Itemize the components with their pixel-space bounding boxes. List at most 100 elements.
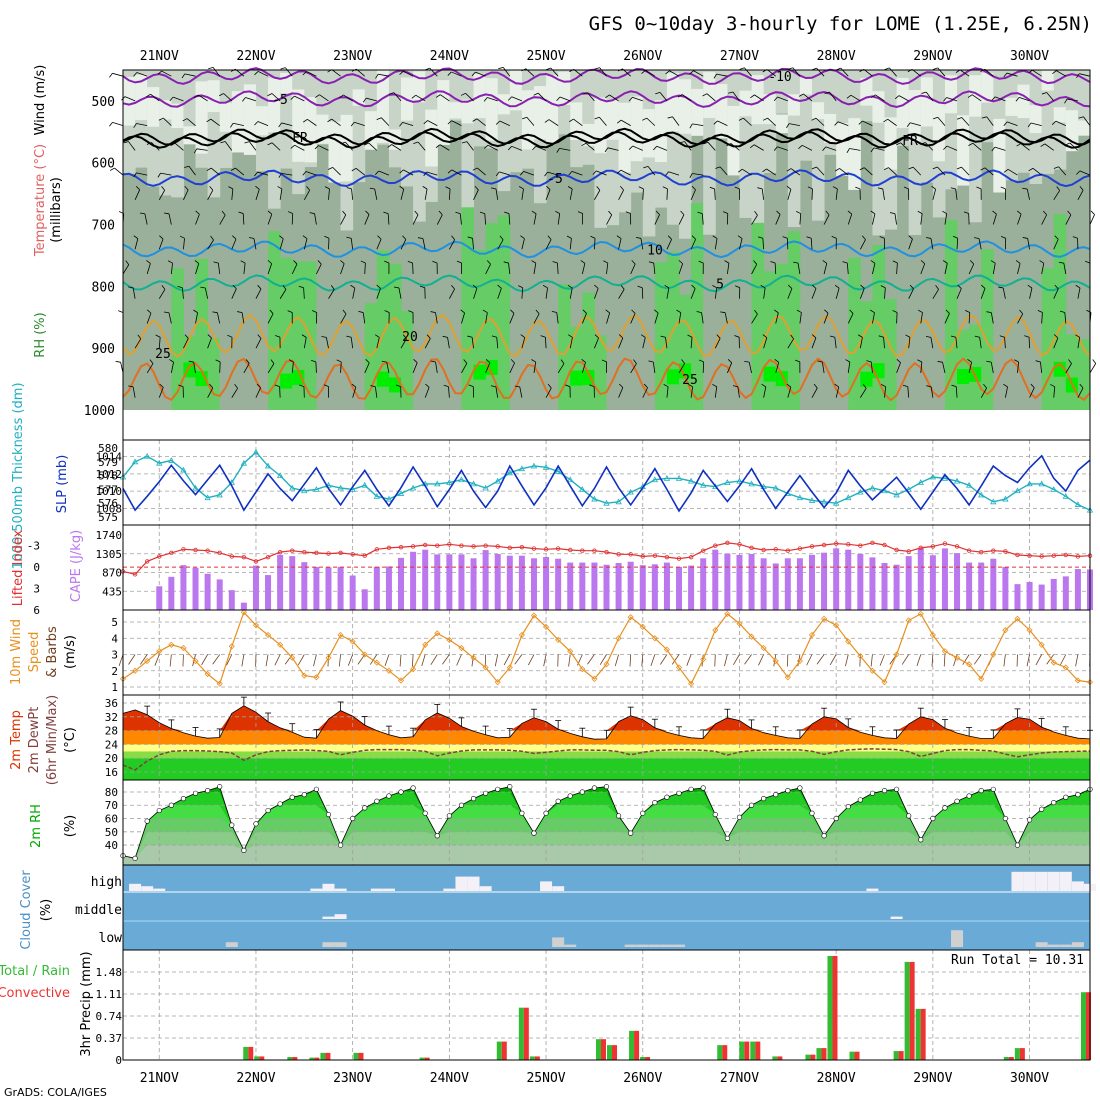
wind-barb-flag [788, 284, 793, 289]
li-point [314, 550, 319, 556]
thickness-point [820, 498, 828, 505]
cloud-high-bar [310, 888, 323, 891]
wind-barb [132, 386, 136, 398]
wind-barb-flag [388, 92, 394, 95]
wind-barb-flag [776, 210, 781, 215]
thickness-point [869, 484, 876, 491]
rh-cell [328, 121, 342, 183]
thickness-point [845, 494, 852, 501]
wind-barb-flag [696, 311, 702, 313]
wind-barb-flag [847, 210, 852, 215]
wind-barb [835, 188, 838, 200]
wind-barb [792, 67, 801, 77]
wind-barb-flag [471, 71, 476, 77]
wind-barb [642, 188, 644, 200]
cape-bar [929, 555, 936, 610]
rh-cell [425, 321, 438, 410]
wind10m-point [736, 620, 743, 627]
precip-conv-bar [314, 1057, 320, 1060]
pressure-tick-label: 1000 [84, 404, 115, 419]
wind-barb-flag [981, 116, 987, 119]
li-point [664, 554, 670, 560]
wind-barb-flag [909, 284, 914, 290]
rh-cell [1041, 70, 1055, 91]
wind-barb-flag [413, 141, 419, 144]
wind-barb-flag [270, 359, 275, 364]
wind10m-point [252, 622, 260, 629]
contour-minus5 [122, 90, 1091, 109]
wind-barb-flag [139, 212, 145, 215]
rh-cell [292, 369, 305, 385]
wind-barb-flag [861, 235, 866, 240]
wind-barb-flag [643, 383, 648, 389]
wind-barb [606, 214, 613, 225]
wind-barb [212, 67, 221, 77]
cloud-low-bar [951, 930, 964, 947]
wind-barb-flag [857, 334, 863, 338]
rh-cell [944, 219, 958, 410]
wind-barb-flag [697, 211, 703, 214]
thickness-point [397, 490, 405, 496]
bottom-date-label: 29NOV [913, 1071, 952, 1086]
rh-cell [352, 250, 366, 410]
wind-barb [920, 213, 923, 225]
wind-barb-flag [468, 384, 474, 388]
wind-barb [364, 262, 366, 275]
rh2m-band [123, 845, 1090, 865]
wind-barb [956, 238, 959, 250]
wind-barb [652, 361, 656, 373]
wind-barb-flag [163, 311, 170, 314]
wind-barb [730, 143, 740, 151]
li-point [592, 548, 597, 553]
wind10m-point [663, 646, 671, 653]
slp-tick: 1012 [96, 468, 123, 481]
wind-barb [429, 67, 438, 77]
wind-barb [1041, 214, 1048, 225]
wind10m-point [361, 651, 368, 658]
wind-barb-flag [161, 285, 166, 290]
temp-area [123, 705, 1090, 745]
bottom-date-label: 22NOV [236, 1071, 275, 1086]
wind10m-point [675, 664, 683, 671]
wind-barb [882, 188, 885, 200]
li-point [833, 541, 839, 546]
precip-total-bar [287, 1057, 293, 1060]
wind-barb [307, 119, 317, 126]
rh-cell [896, 77, 910, 129]
wind-barb-flag [594, 334, 599, 339]
wind-barb [665, 337, 668, 349]
rh2m-point [966, 793, 972, 799]
wind-barb-flag [413, 358, 418, 363]
wind10m-point [615, 635, 622, 642]
wind10m-point [337, 631, 344, 639]
wind10m-point [482, 664, 489, 671]
cloud-panel: Cloud Cover (%) high middle low [19, 870, 122, 950]
wind-barb [451, 71, 462, 77]
wind-barb-flag [790, 334, 794, 340]
rh-cell [485, 360, 499, 376]
wind-barb [476, 118, 486, 126]
wind-barb [847, 313, 854, 324]
li-point [701, 548, 706, 553]
rh-cell [570, 326, 583, 410]
wind-barb [835, 386, 840, 398]
wind-barb-flag [257, 284, 262, 290]
rh-cell [570, 370, 583, 386]
wind-barb-flag [135, 185, 140, 191]
wind-barb [632, 96, 643, 102]
wind-barb-flag [691, 284, 696, 289]
bottom-date-label: 25NOV [526, 1071, 565, 1086]
wind-barb-flag [870, 260, 876, 264]
slp-tick: 1008 [96, 502, 123, 515]
pressure-tick-label: 500 [92, 95, 115, 110]
wind-barb-flag [184, 165, 190, 168]
li-point [713, 543, 718, 548]
wind-barb [859, 239, 866, 250]
wind-barb-flag [643, 166, 649, 169]
rh-cell [304, 97, 317, 163]
wind-barb-flag [952, 235, 958, 239]
precip-conv-bar [744, 1041, 750, 1060]
profile-labels: (millibars) RH (%) Temperature (°C) Wind… [33, 65, 64, 358]
wind-barb [387, 213, 390, 225]
wind-barb [465, 93, 474, 102]
